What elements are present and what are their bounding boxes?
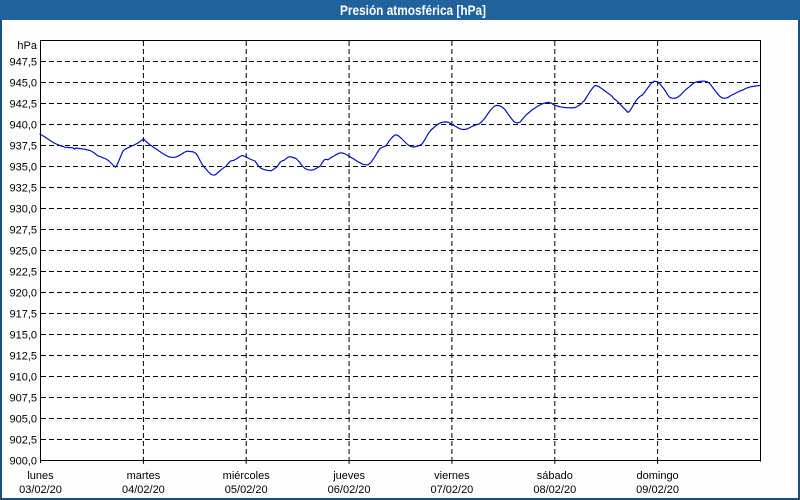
svg-text:905,0: 905,0	[9, 414, 37, 426]
svg-text:miércoles: miércoles	[223, 470, 271, 482]
svg-text:jueves: jueves	[332, 470, 365, 482]
svg-text:937,5: 937,5	[9, 141, 37, 153]
svg-text:hPa: hPa	[17, 40, 37, 52]
svg-text:925,0: 925,0	[9, 246, 37, 258]
svg-text:935,0: 935,0	[9, 162, 37, 174]
svg-text:907,5: 907,5	[9, 393, 37, 405]
svg-text:06/02/20: 06/02/20	[328, 484, 371, 496]
svg-text:927,5: 927,5	[9, 225, 37, 237]
svg-text:lunes: lunes	[27, 470, 54, 482]
svg-text:917,5: 917,5	[9, 309, 37, 321]
svg-text:05/02/20: 05/02/20	[225, 484, 268, 496]
svg-text:03/02/20: 03/02/20	[19, 484, 62, 496]
svg-text:08/02/20: 08/02/20	[533, 484, 576, 496]
svg-text:942,5: 942,5	[9, 99, 37, 111]
svg-text:915,0: 915,0	[9, 330, 37, 342]
svg-text:940,0: 940,0	[9, 120, 37, 132]
svg-text:900,0: 900,0	[9, 456, 37, 468]
svg-text:07/02/20: 07/02/20	[430, 484, 473, 496]
svg-text:910,0: 910,0	[9, 372, 37, 384]
svg-text:947,5: 947,5	[9, 57, 37, 69]
svg-text:09/02/20: 09/02/20	[636, 484, 679, 496]
svg-text:932,5: 932,5	[9, 183, 37, 195]
svg-text:912,5: 912,5	[9, 351, 37, 363]
svg-text:920,0: 920,0	[9, 288, 37, 300]
svg-text:martes: martes	[127, 470, 161, 482]
svg-text:Presión atmosférica [hPa]: Presión atmosférica [hPa]	[340, 2, 486, 18]
svg-text:sábado: sábado	[537, 470, 573, 482]
svg-text:945,0: 945,0	[9, 78, 37, 90]
svg-text:04/02/20: 04/02/20	[122, 484, 165, 496]
svg-text:viernes: viernes	[434, 470, 470, 482]
svg-text:930,0: 930,0	[9, 204, 37, 216]
svg-text:domingo: domingo	[636, 470, 678, 482]
svg-text:922,5: 922,5	[9, 267, 37, 279]
svg-text:902,5: 902,5	[9, 435, 37, 447]
